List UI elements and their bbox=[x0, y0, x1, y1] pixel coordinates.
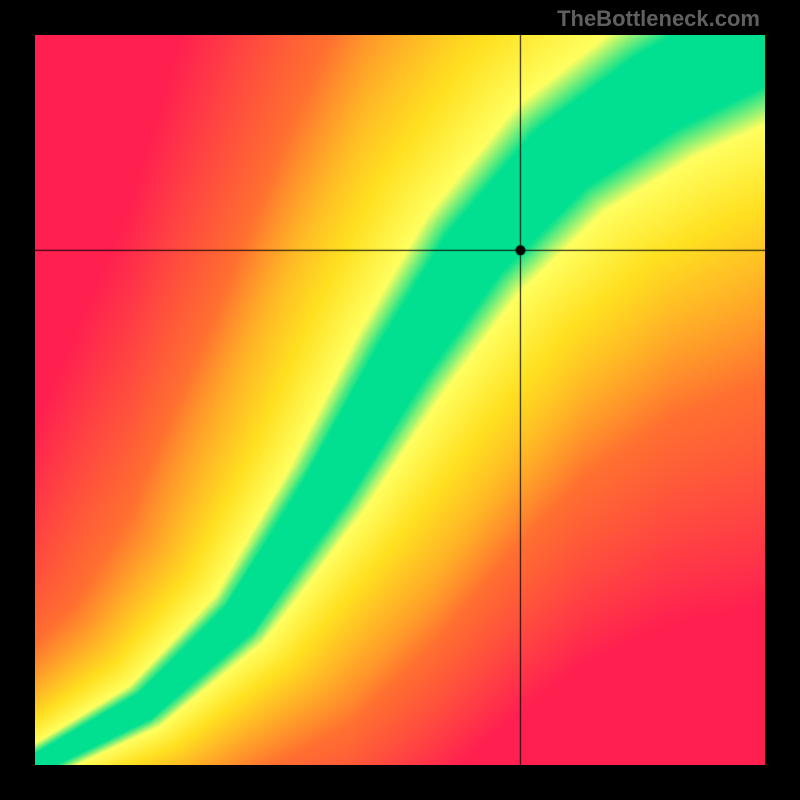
watermark-text: TheBottleneck.com bbox=[557, 6, 760, 32]
heatmap-chart bbox=[35, 35, 765, 765]
heatmap-canvas bbox=[35, 35, 765, 765]
